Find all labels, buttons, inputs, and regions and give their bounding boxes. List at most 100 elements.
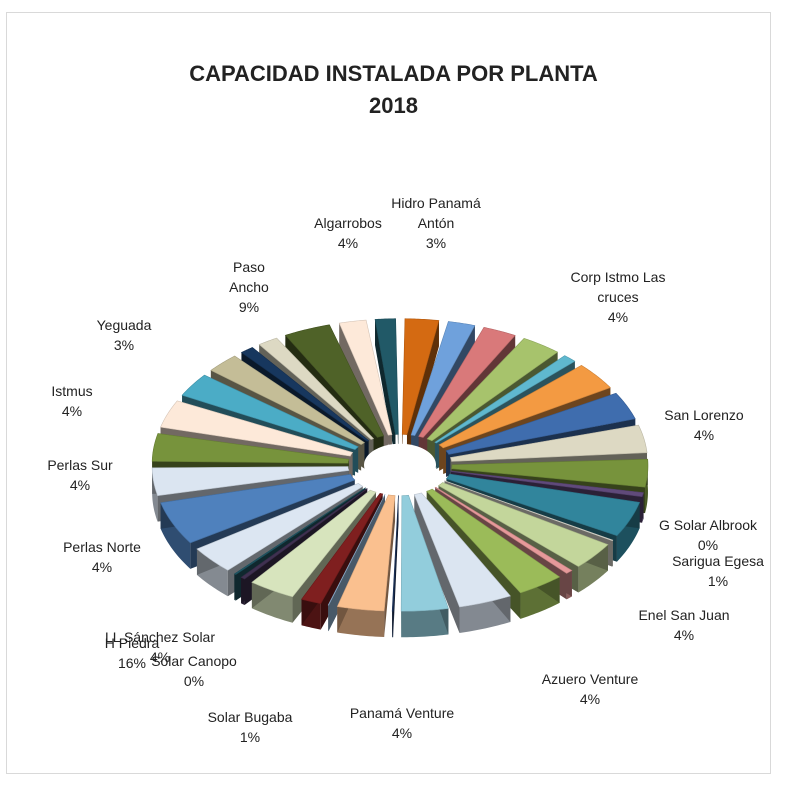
slice-corp-istmo-las-cruces (438, 364, 611, 449)
slice-algarrobos (338, 319, 393, 436)
data-label-line: 0% (184, 673, 204, 689)
slice-side (401, 608, 449, 638)
data-label-line: 1% (240, 729, 260, 745)
data-label-line: Solar Bugaba (208, 709, 293, 725)
data-label-line: 16% (118, 655, 146, 671)
slice-yeguada (210, 355, 366, 445)
slice (284, 324, 385, 438)
pie-tops (151, 318, 649, 612)
data-label-line: 3% (426, 235, 446, 251)
slice (445, 392, 636, 455)
data-label: Solar Bugaba 1% (208, 709, 293, 745)
data-label: G Solar Albrook 0% (659, 517, 758, 553)
data-label-line: Perlas Norte (63, 539, 141, 555)
data-label: Yeguada 3% (97, 317, 152, 353)
slice-san-lorenzo (451, 458, 649, 488)
data-label-line: 1% (708, 573, 728, 589)
slice-wall (384, 495, 396, 637)
slice-side (645, 459, 648, 514)
slice (426, 338, 559, 442)
data-label-line: Ancho (229, 279, 269, 295)
data-label-line: Enel San Juan (638, 607, 729, 623)
data-label-line: LL Sánchez Solar (105, 629, 215, 645)
slice (374, 318, 399, 435)
slice (181, 374, 359, 450)
data-label: Sarigua Egesa 1% (672, 553, 764, 589)
slice-wall (414, 494, 460, 633)
slice (160, 400, 354, 457)
data-label-line: Hidro Panamá (391, 195, 481, 211)
data-label-line: 4% (92, 559, 112, 575)
data-label: Enel San Juan 4% (638, 607, 729, 643)
data-label-line: 3% (114, 337, 134, 353)
data-label-line: Istmus (51, 383, 92, 399)
slice-ll-s-nchez-solar (196, 483, 364, 571)
slice-perlas-norte (160, 474, 356, 544)
slice-istmus (151, 433, 350, 464)
slice (449, 424, 648, 462)
chart-title-line-1: CAPACIDAD INSTALADA POR PLANTA (189, 61, 598, 86)
slice (445, 473, 641, 537)
slice-g-solar-albrook (443, 480, 614, 541)
data-label: Corp Istmo Las cruces 4% (571, 269, 666, 325)
data-label-line: Azuero Venture (542, 671, 639, 687)
slice (413, 492, 511, 608)
slice (327, 493, 386, 606)
slice (410, 321, 476, 436)
data-label: LL Sánchez Solar 4% (105, 629, 215, 665)
data-label-line: 4% (338, 235, 358, 251)
data-label-line: H Piedra (105, 635, 160, 651)
slice (251, 489, 377, 598)
slice-wall (375, 319, 396, 461)
data-label-line: 0% (698, 537, 718, 553)
slice-side (337, 606, 385, 637)
data-label-line: Yeguada (97, 317, 152, 333)
slice (434, 355, 576, 444)
data-label-line: 4% (580, 691, 600, 707)
data-label-line: Solar Canopo (151, 653, 237, 669)
data-label: Paso Ancho 9% (229, 259, 269, 315)
data-label-line: Paso (233, 259, 265, 275)
data-label: Panamá Venture 4% (350, 705, 455, 741)
slice-azuero-venture (400, 494, 449, 612)
data-label-line: San Lorenzo (664, 407, 744, 423)
data-label-line: 4% (70, 477, 90, 493)
slice (240, 488, 368, 580)
slice-solar-canopo (233, 487, 367, 575)
slice-wall (393, 495, 399, 638)
chart-title: CAPACIDAD INSTALADA POR PLANTA 2018 (0, 58, 787, 122)
data-label: Hidro Panamá Antón 3% (391, 195, 481, 251)
data-label: Azuero Venture 4% (542, 671, 639, 707)
pie-labels: Hidro Panamá Antón 3% Corp Istmo Las cruces 4… (47, 195, 764, 745)
data-label-line: 9% (239, 299, 259, 315)
chart-title-line-2: 2018 (369, 93, 418, 118)
slice-hidro-panam-ant-n (401, 318, 440, 435)
data-label: Solar Canopo 0% (151, 653, 237, 689)
data-label-line: cruces (597, 289, 638, 305)
data-label-line: Antón (418, 215, 455, 231)
data-label: H Piedra 16% (105, 635, 160, 671)
slice (391, 495, 399, 612)
data-label-line: 4% (694, 427, 714, 443)
slice-sarigua-egesa (434, 486, 573, 574)
data-label-line: Panamá Venture (350, 705, 455, 721)
data-label-line: Perlas Sur (47, 457, 113, 473)
data-label: Perlas Norte 4% (63, 539, 141, 575)
data-label: Istmus 4% (51, 383, 92, 419)
pie-hole (364, 443, 436, 487)
slice-panam-venture (336, 494, 396, 612)
slice-paso-ancho (258, 337, 375, 440)
data-label: Algarrobos 4% (314, 215, 382, 251)
data-label-line: Corp Istmo Las (571, 269, 666, 285)
slice-solar-bugaba (301, 492, 384, 604)
slice (437, 482, 609, 567)
data-label-line: Sarigua Egesa (672, 553, 764, 569)
data-label-line: 4% (674, 627, 694, 643)
data-label-line: 4% (150, 649, 170, 665)
slice (240, 347, 370, 442)
data-label-line: G Solar Albrook (659, 517, 758, 533)
data-label-line: Algarrobos (314, 215, 382, 231)
data-label-line: 4% (392, 725, 412, 741)
slice-enel-san-juan (426, 488, 561, 594)
